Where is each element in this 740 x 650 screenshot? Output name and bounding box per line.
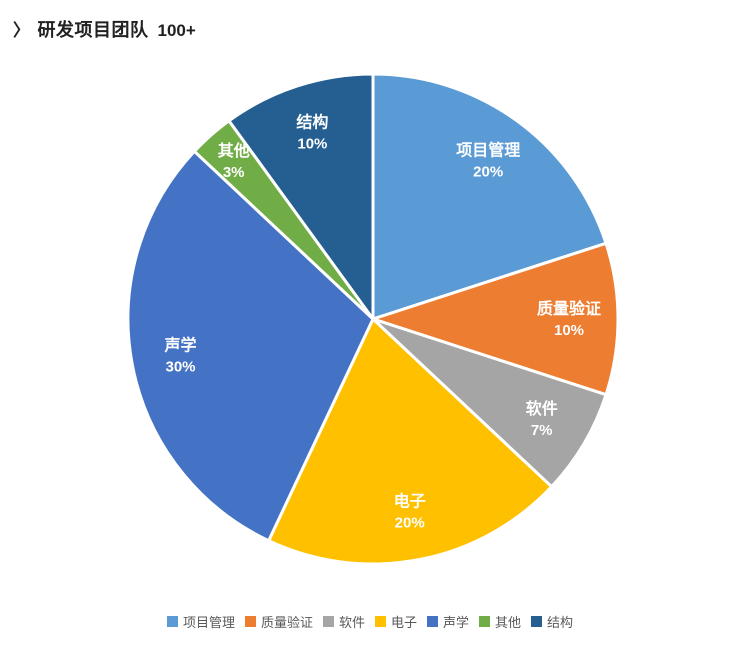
legend-swatch-icon [166,616,178,627]
pie-slice-7 [227,72,375,321]
legend-swatch-icon [531,616,543,627]
team-count-badge: 100+ [157,21,196,40]
legend-label: 结构 [547,615,574,630]
legend-swatch-icon [427,616,438,627]
legend-label: 项目管理 [182,615,235,630]
legend-label: 软件 [338,615,365,630]
pie-chart: 项目管理 20% 质量验证 10% 软件 7% 电子 20% 声学 30% 其他 3% 结构 10% [126,72,620,566]
chart-legend: 项目管理 质量验证 软件 电子 声学 其他 结构 [0,612,740,631]
pie-slice-label-1: 项目管理 20% [456,140,520,180]
pie-slice-label-5: 声学 30% [163,336,196,376]
section-header: 〉 研发项目团队 100+ [13,16,196,42]
pie-slice-label-4: 电子 20% [394,492,426,532]
legend-label: 声学 [443,615,470,630]
pie-slice-1 [371,72,608,321]
pie-slice-4 [267,317,554,566]
pie-slice-label-2: 质量验证 10% [537,299,601,339]
pie-slice-label-3: 软件 7% [526,399,558,439]
pie-slice-label-7: 结构 10% [295,113,328,153]
legend-label: 质量验证 [260,615,313,630]
chevron-right-icon: 〉 [13,21,31,40]
legend-item-1: 项目管理 [166,612,235,631]
legend-swatch-icon [322,616,334,627]
legend-swatch-icon [244,616,256,627]
legend-item-4: 电子 [374,612,417,631]
pie-slice-5 [126,149,375,543]
pie-slice-label-6: 其他 3% [218,141,250,181]
legend-item-3: 软件 [322,612,365,631]
legend-label: 其他 [495,615,522,630]
pie-slice-3 [371,317,608,489]
page-title: 研发项目团队 [37,20,149,40]
legend-item-5: 声学 [427,612,469,631]
legend-swatch-icon [374,616,386,627]
legend-item-7: 结构 [531,612,573,631]
legend-item-6: 其他 [479,612,521,631]
pie-slice-2 [371,241,620,397]
legend-swatch-icon [479,616,491,627]
legend-label: 电子 [390,615,417,630]
legend-item-2: 质量验证 [244,612,313,631]
